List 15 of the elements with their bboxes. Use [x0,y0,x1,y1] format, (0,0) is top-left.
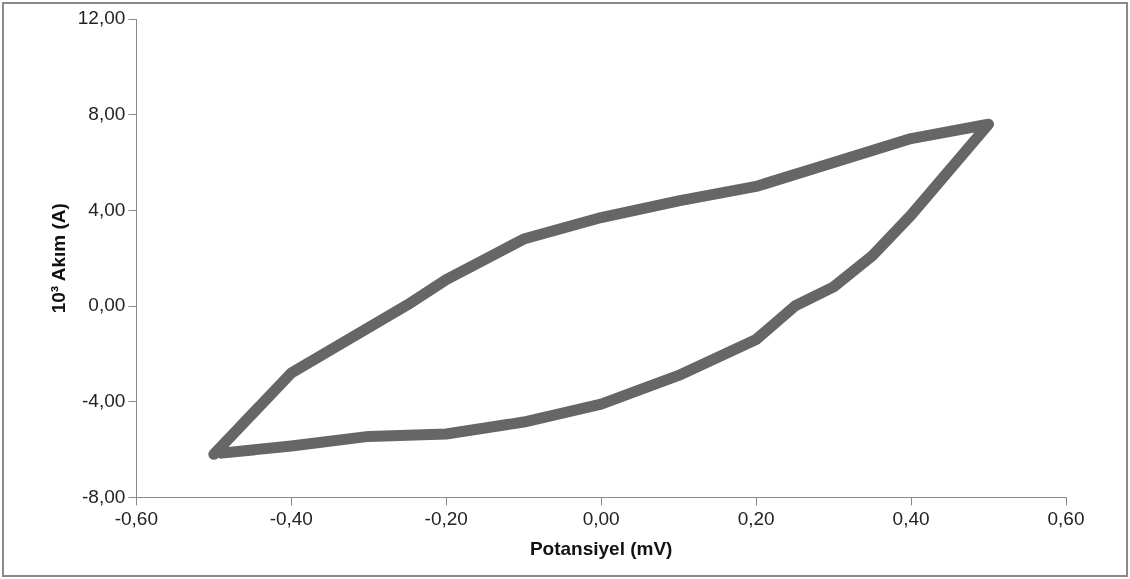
x-tick-label: -0,60 [114,508,158,530]
y-axis-title: 10³ Akım (A) [47,203,69,314]
x-tick-label: 0,40 [892,508,930,530]
y-tick-label: 4,00 [88,198,126,220]
x-tick-label: 0,60 [1047,508,1085,530]
x-tick-label: 0,20 [737,508,775,530]
y-tick-label: -8,00 [82,485,126,507]
x-tick-label: -0,20 [424,508,468,530]
y-tick-label: 8,00 [88,102,126,124]
y-tick-label: 12,00 [77,7,126,29]
x-axis-title: Potansiyel (mV) [529,537,673,559]
x-tick-label: 0,00 [582,508,620,530]
y-tick-label: 0,00 [88,294,126,316]
x-tick-label: -0,40 [269,508,313,530]
y-tick-label: -4,00 [82,389,126,411]
